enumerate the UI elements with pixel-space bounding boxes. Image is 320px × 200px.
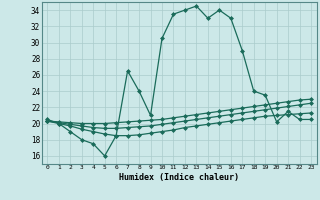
- X-axis label: Humidex (Indice chaleur): Humidex (Indice chaleur): [119, 173, 239, 182]
